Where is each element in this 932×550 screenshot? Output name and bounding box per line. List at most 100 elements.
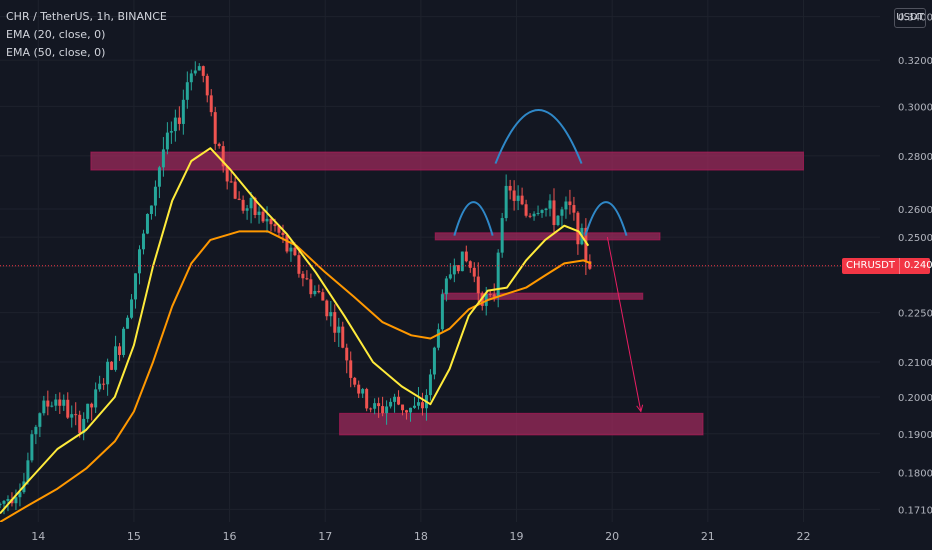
candle-53 bbox=[209, 89, 213, 117]
time-tick-4: 18 bbox=[414, 530, 428, 543]
candle-body-12 bbox=[46, 400, 50, 407]
candle-4 bbox=[14, 489, 18, 510]
candle-body-18 bbox=[70, 414, 74, 418]
candle-8 bbox=[30, 430, 34, 463]
candle-85 bbox=[337, 317, 341, 347]
candle-22 bbox=[86, 403, 90, 423]
candle-11 bbox=[42, 395, 46, 416]
candle-body-45 bbox=[177, 117, 181, 124]
candle-body-125 bbox=[496, 252, 500, 297]
candle-body-98 bbox=[389, 401, 393, 407]
candle-119 bbox=[472, 262, 476, 283]
candle-52 bbox=[205, 73, 209, 103]
candle-body-121 bbox=[480, 293, 484, 306]
candle-body-136 bbox=[540, 210, 544, 213]
candle-body-52 bbox=[205, 75, 209, 96]
candle-143 bbox=[568, 189, 572, 215]
candle-67 bbox=[265, 206, 269, 233]
symbol-title[interactable]: CHR / TetherUS, 1h, BINANCE bbox=[6, 10, 167, 23]
candle-137 bbox=[544, 207, 548, 217]
candle-106 bbox=[420, 392, 424, 416]
time-axis[interactable]: 14 15 16 17 18 19 20 21 22 bbox=[0, 522, 932, 550]
chart-grid bbox=[0, 0, 880, 522]
candle-body-54 bbox=[213, 112, 217, 144]
candle-body-118 bbox=[468, 261, 472, 268]
currency-label[interactable]: USDT bbox=[894, 8, 926, 28]
candle-101 bbox=[401, 404, 405, 416]
candle-body-81 bbox=[321, 292, 325, 301]
ema50-legend[interactable]: EMA (50, close, 0) bbox=[6, 46, 106, 59]
candle-body-143 bbox=[568, 201, 572, 206]
candle-59 bbox=[233, 177, 237, 200]
candle-body-134 bbox=[532, 213, 536, 217]
candle-body-145 bbox=[576, 212, 580, 245]
candle-body-10 bbox=[38, 413, 42, 427]
candle-138 bbox=[548, 194, 552, 217]
pattern-arc-0 bbox=[453, 201, 494, 236]
candle-body-105 bbox=[416, 402, 420, 406]
candle-104 bbox=[412, 396, 416, 409]
ema20-legend[interactable]: EMA (20, close, 0) bbox=[6, 28, 106, 41]
candle-96 bbox=[381, 396, 385, 417]
candle-47 bbox=[185, 71, 189, 109]
candle-75 bbox=[297, 251, 301, 278]
candle-body-142 bbox=[564, 201, 568, 210]
candle-100 bbox=[397, 390, 401, 406]
candle-body-93 bbox=[369, 408, 373, 410]
candle-66 bbox=[261, 208, 265, 224]
candle-body-123 bbox=[488, 294, 492, 296]
candle-112 bbox=[444, 276, 448, 302]
candle-body-67 bbox=[265, 218, 269, 222]
candle-5 bbox=[18, 483, 22, 507]
candle-55 bbox=[217, 142, 221, 149]
candle-body-77 bbox=[305, 278, 309, 280]
zone-0 bbox=[90, 151, 804, 171]
candle-body-135 bbox=[536, 212, 540, 214]
candle-36 bbox=[141, 229, 145, 255]
candle-body-72 bbox=[285, 234, 289, 252]
candle-body-21 bbox=[82, 418, 86, 434]
candle-97 bbox=[385, 400, 389, 425]
pattern-arc-2 bbox=[584, 201, 628, 236]
candle-68 bbox=[269, 217, 273, 232]
candle-118 bbox=[468, 260, 472, 273]
candle-1 bbox=[2, 499, 6, 515]
candle-50 bbox=[197, 63, 201, 71]
candle-body-96 bbox=[381, 406, 385, 414]
candle-136 bbox=[540, 209, 544, 218]
candle-body-9 bbox=[34, 426, 38, 435]
candle-80 bbox=[317, 284, 321, 294]
candle-body-7 bbox=[26, 460, 30, 482]
candle-body-70 bbox=[277, 226, 281, 233]
candle-60 bbox=[237, 191, 241, 201]
candle-body-55 bbox=[217, 143, 221, 147]
candle-29 bbox=[114, 335, 118, 372]
candle-15 bbox=[58, 392, 62, 414]
candle-61 bbox=[241, 195, 245, 214]
chart-legend: CHR / TetherUS, 1h, BINANCE EMA (20, clo… bbox=[6, 8, 167, 62]
candle-body-95 bbox=[377, 403, 381, 407]
candle-body-140 bbox=[556, 215, 560, 226]
candle-body-84 bbox=[333, 312, 337, 333]
candle-body-126 bbox=[500, 218, 504, 253]
candle-body-87 bbox=[345, 347, 349, 361]
candle-139 bbox=[552, 188, 556, 233]
candle-95 bbox=[377, 397, 381, 418]
time-tick-0: 14 bbox=[31, 530, 45, 543]
candle-body-8 bbox=[30, 434, 34, 461]
candle-105 bbox=[416, 387, 420, 410]
candle-81 bbox=[321, 288, 325, 301]
candle-body-57 bbox=[225, 166, 229, 182]
candle-56 bbox=[221, 141, 225, 173]
candle-body-83 bbox=[329, 312, 333, 317]
candle-40 bbox=[157, 165, 161, 199]
candle-body-111 bbox=[440, 294, 444, 330]
candle-123 bbox=[488, 290, 492, 298]
candle-body-37 bbox=[145, 213, 149, 234]
candle-17 bbox=[66, 392, 70, 419]
